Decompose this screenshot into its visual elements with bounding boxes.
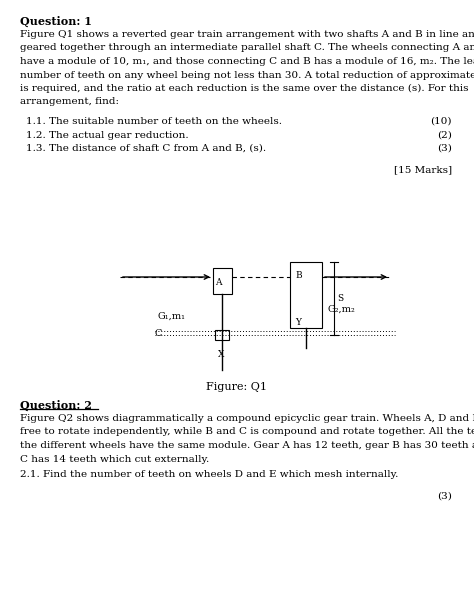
Text: Figure Q2 shows diagrammatically a compound epicyclic gear train. Wheels A, D an: Figure Q2 shows diagrammatically a compo… [20, 414, 474, 423]
Bar [290, 262, 322, 328]
Text: Y: Y [295, 318, 301, 327]
Text: number of teeth on any wheel being not less than 30. A total reduction of approx: number of teeth on any wheel being not l… [20, 70, 474, 79]
Text: is required, and the ratio at each reduction is the same over the distance (s). : is required, and the ratio at each reduc… [20, 84, 468, 93]
Text: Question: 2: Question: 2 [20, 400, 92, 411]
Text: (3): (3) [437, 144, 452, 153]
Text: Figure Q1 shows a reverted gear train arrangement with two shafts A and B in lin: Figure Q1 shows a reverted gear train ar… [20, 30, 474, 39]
Bar [213, 268, 232, 294]
Text: C has 14 teeth which cut externally.: C has 14 teeth which cut externally. [20, 455, 209, 464]
Text: (10): (10) [430, 117, 452, 126]
Text: (3): (3) [437, 492, 452, 501]
Text: 1.3. The distance of shaft C from A and B, (s).: 1.3. The distance of shaft C from A and … [26, 144, 266, 153]
Text: (2): (2) [437, 131, 452, 139]
Text: 2.1. Find the number of teeth on wheels D and E which mesh internally.: 2.1. Find the number of teeth on wheels … [20, 470, 398, 479]
Text: B: B [295, 271, 301, 280]
Text: free to rotate independently, while B and C is compound and rotate together. All: free to rotate independently, while B an… [20, 427, 474, 436]
Text: X: X [218, 350, 224, 359]
Text: Question: 1: Question: 1 [20, 16, 92, 27]
Text: G₂,m₂: G₂,m₂ [328, 305, 356, 314]
Text: 1.1. The suitable number of teeth on the wheels.: 1.1. The suitable number of teeth on the… [26, 117, 282, 126]
Text: S: S [337, 294, 343, 303]
Text: the different wheels have the same module. Gear A has 12 teeth, gear B has 30 te: the different wheels have the same modul… [20, 441, 474, 450]
Text: geared together through an intermediate parallel shaft C. The wheels connecting : geared together through an intermediate … [20, 44, 474, 52]
Text: G₁,m₁: G₁,m₁ [158, 312, 186, 321]
Text: Figure: Q1: Figure: Q1 [207, 382, 267, 392]
Bar [215, 330, 229, 340]
Text: [15 Marks]: [15 Marks] [394, 166, 452, 175]
Text: have a module of 10, m₁, and those connecting C and B has a module of 16, m₂. Th: have a module of 10, m₁, and those conne… [20, 57, 474, 66]
Text: arrangement, find:: arrangement, find: [20, 98, 119, 107]
Text: A: A [215, 278, 221, 287]
Text: 1.2. The actual gear reduction.: 1.2. The actual gear reduction. [26, 131, 189, 139]
Text: C: C [155, 328, 163, 337]
